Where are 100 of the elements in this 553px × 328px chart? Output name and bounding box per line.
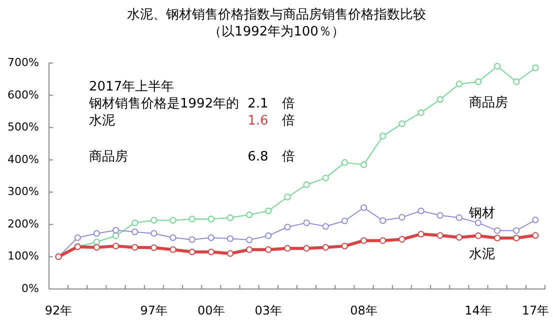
- point: [494, 234, 501, 242]
- point: [112, 232, 120, 240]
- point: [170, 234, 176, 241]
- point: [494, 62, 501, 70]
- annotation: 1.6: [248, 114, 268, 129]
- point: [360, 161, 368, 168]
- point: [436, 232, 444, 239]
- series-name: 商品房: [468, 96, 508, 111]
- point: [436, 212, 444, 219]
- xtick: 03年: [254, 303, 282, 318]
- point: [513, 227, 520, 234]
- point: [188, 216, 196, 222]
- point: [380, 237, 386, 244]
- point: [360, 237, 368, 244]
- point: [456, 214, 462, 221]
- point: [246, 246, 253, 253]
- xtick: 08年: [350, 303, 378, 318]
- point: [360, 204, 368, 211]
- point: [265, 232, 272, 240]
- ytick: 0%: [22, 282, 39, 296]
- point: [208, 216, 214, 222]
- xtick: 17年: [522, 303, 550, 318]
- point: [532, 216, 539, 224]
- series-name: 钢材: [468, 206, 495, 222]
- point: [208, 248, 214, 256]
- ytick: 600%: [8, 88, 39, 102]
- point: [170, 246, 176, 253]
- point: [380, 132, 386, 140]
- annotation: 2.1: [248, 96, 268, 112]
- annotation: 6.8: [248, 150, 268, 165]
- point: [132, 244, 138, 251]
- point: [436, 96, 444, 103]
- point: [303, 181, 310, 188]
- point: [474, 232, 482, 240]
- annotation: 倍: [282, 114, 295, 129]
- point: [474, 220, 482, 226]
- ytick: 100%: [8, 250, 39, 263]
- point: [494, 227, 501, 234]
- point: [341, 218, 348, 224]
- point: [398, 120, 406, 127]
- point: [418, 109, 424, 116]
- point: [265, 208, 272, 214]
- point: [341, 159, 348, 166]
- point: [208, 234, 214, 241]
- annotation: 商品房: [89, 150, 128, 165]
- annotation: 水泥: [89, 114, 115, 129]
- title: 水泥、钢材销售价格指数与商品房销售价格指数比较: [127, 8, 426, 23]
- series-name: 水泥: [468, 246, 495, 262]
- point: [398, 214, 406, 221]
- xtick: 14年: [464, 303, 492, 318]
- subtitle: （以1992年为100％）: [208, 24, 344, 40]
- point: [188, 248, 196, 256]
- point: [226, 235, 234, 242]
- point: [132, 228, 138, 236]
- point: [456, 80, 462, 88]
- point: [112, 242, 120, 250]
- point: [284, 245, 291, 252]
- point: [93, 244, 100, 251]
- point: [474, 78, 482, 86]
- point: [246, 236, 253, 244]
- point: [322, 223, 329, 230]
- ytick: 400%: [8, 152, 39, 166]
- point: [150, 230, 158, 237]
- point: [188, 236, 196, 243]
- point: [418, 230, 424, 238]
- ytick: 700%: [8, 56, 39, 70]
- point: [322, 244, 329, 251]
- point: [532, 64, 539, 72]
- annotation: 钢材销售价格是1992年的: [89, 96, 240, 112]
- point: [74, 234, 81, 241]
- annotation: 倍: [282, 150, 295, 165]
- xtick: 92年: [44, 303, 72, 318]
- point: [303, 220, 310, 226]
- ytick: 200%: [8, 217, 39, 230]
- point: [132, 220, 138, 226]
- point: [380, 217, 386, 224]
- point: [284, 224, 291, 230]
- ytick: 500%: [8, 120, 39, 134]
- point: [284, 194, 291, 200]
- point: [513, 78, 520, 86]
- point: [398, 236, 406, 243]
- point: [322, 174, 329, 182]
- point: [265, 246, 272, 253]
- point: [226, 214, 234, 221]
- point: [303, 245, 310, 252]
- point: [341, 242, 348, 250]
- annotation: 2017年上半年: [89, 80, 174, 95]
- point: [170, 216, 176, 224]
- ytick: 300%: [8, 185, 39, 198]
- point: [93, 238, 100, 246]
- point: [150, 216, 158, 224]
- xtick: 97年: [140, 303, 168, 318]
- point: [112, 226, 120, 234]
- point: [513, 234, 520, 242]
- point: [246, 211, 253, 218]
- point: [93, 230, 100, 237]
- point: [418, 208, 424, 214]
- point: [532, 232, 539, 239]
- point: [456, 234, 462, 241]
- point: [226, 250, 234, 257]
